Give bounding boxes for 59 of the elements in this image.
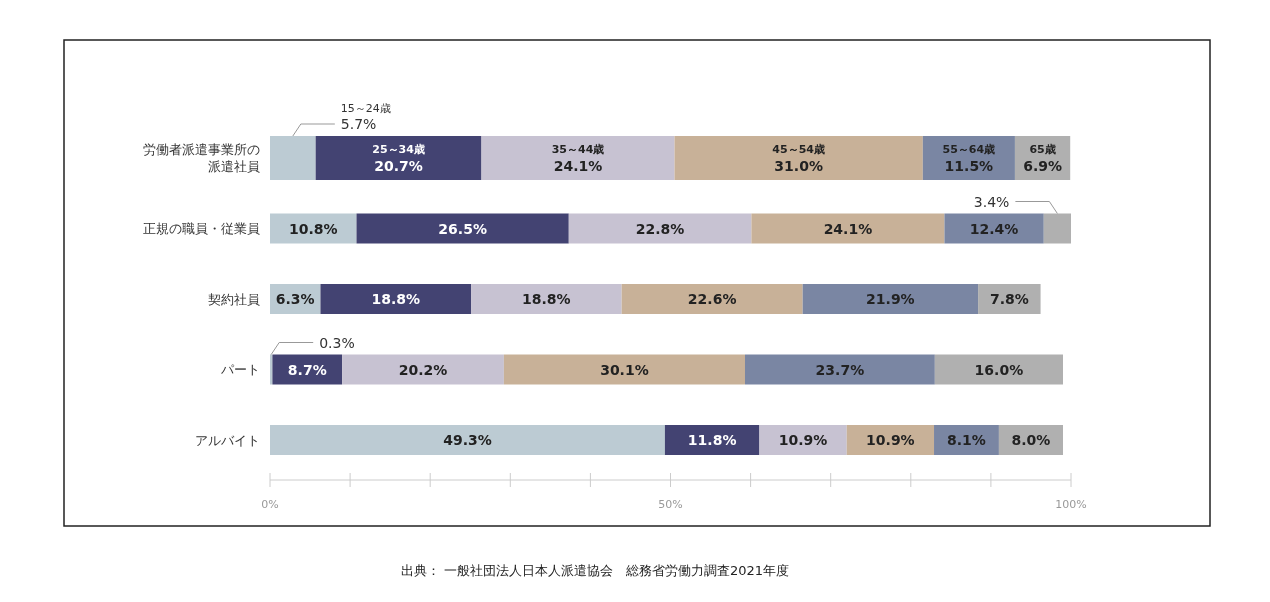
data-label: 10.8% [288, 220, 338, 237]
y-tick-label: 契約社員 [208, 291, 260, 307]
series-label: 35～44歳 [551, 143, 605, 156]
data-label: 23.7% [815, 361, 865, 378]
data-label: 11.5% [944, 158, 994, 174]
y-tick-label: 労働者派遣事業所の派遣社員 [143, 142, 260, 174]
bar [621, 284, 803, 314]
bar [934, 354, 1063, 385]
data-label: 22.6% [687, 291, 737, 307]
x-tick-label: 0% [261, 498, 279, 511]
bar [356, 213, 569, 244]
bar [944, 213, 1044, 244]
data-label: 24.1% [553, 158, 603, 174]
bar [568, 213, 752, 244]
data-label: 18.8% [522, 291, 571, 307]
data-label: 12.4% [969, 220, 1019, 237]
data-label: 20.7% [374, 158, 423, 174]
bar [320, 284, 472, 314]
data-label: 20.2% [398, 361, 448, 378]
data-label: 22.8% [635, 220, 685, 237]
data-label: 26.5% [438, 220, 487, 237]
text: 15～24歳 [340, 102, 391, 115]
data-label: 10.9% [866, 432, 915, 448]
data-label: 49.3% [443, 432, 492, 448]
bar [744, 354, 935, 385]
data-label: 18.8% [371, 291, 421, 307]
data-label: 30.1% [600, 361, 649, 378]
data-label: 6.9% [1023, 158, 1062, 174]
data-label: 0.3% [319, 334, 355, 351]
series-label: 55～64歳 [942, 143, 996, 156]
x-tick-label: 50% [658, 498, 683, 511]
bar [751, 213, 945, 244]
data-label: 6.3% [275, 291, 315, 307]
bar [503, 354, 745, 385]
bar [1043, 213, 1071, 244]
data-label: 10.9% [778, 432, 828, 448]
bar [802, 284, 979, 314]
series-label: 45～54歳 [772, 143, 825, 156]
data-label: 8.0% [1011, 432, 1051, 448]
data-label: 3.4% [973, 193, 1010, 210]
data-label: 8.7% [287, 361, 327, 378]
data-label: 7.8% [989, 291, 1029, 307]
data-label: 8.1% [947, 432, 986, 448]
data-label: 24.1% [823, 220, 873, 237]
y-tick-label: 正規の職員・従業員 [143, 221, 260, 236]
source-note: 出典： 一般社団法人日本人派遣協会 総務省労働力調査2021年度 [400, 563, 790, 578]
series-label: 65歳 [1029, 143, 1056, 156]
data-label: 16.0% [974, 361, 1024, 378]
y-tick-label: アルバイト [195, 432, 260, 448]
data-label: 11.8% [687, 432, 737, 448]
data-label: 21.9% [866, 291, 915, 307]
bar [270, 425, 665, 455]
series-label: 25～34歳 [372, 143, 425, 156]
data-label: 31.0% [774, 158, 823, 174]
data-label: 5.7% [340, 116, 377, 132]
x-tick-label: 100% [1055, 498, 1087, 511]
bar [471, 284, 622, 314]
y-tick-label: パート [220, 362, 260, 377]
bar [342, 354, 504, 385]
